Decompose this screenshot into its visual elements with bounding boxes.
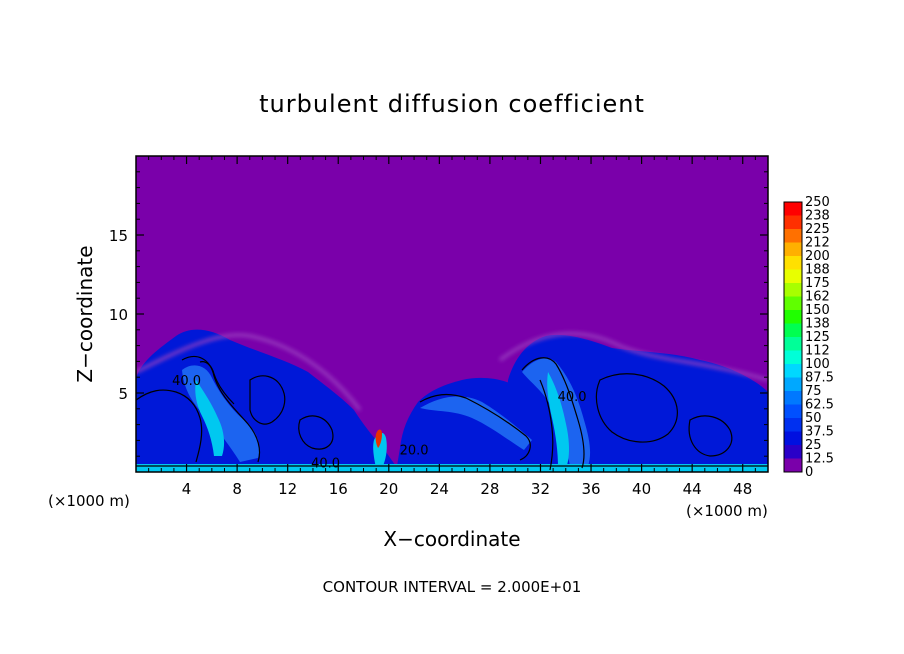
x-tick-label: 28 — [480, 480, 499, 498]
colorbar-swatch — [784, 283, 802, 297]
colorbar-level-label: 225 — [805, 222, 830, 237]
colorbar-swatch — [784, 364, 802, 378]
x-tick-label: 24 — [430, 480, 449, 498]
colorbar-swatch — [784, 256, 802, 270]
contour-label: 40.0 — [172, 374, 201, 389]
x-tick-label: 36 — [581, 480, 600, 498]
colorbar-swatch — [784, 229, 802, 243]
contour-line — [199, 361, 235, 405]
contour-line — [595, 373, 678, 443]
contour-lines — [136, 355, 768, 471]
colorbar-swatch — [784, 445, 802, 459]
contour-line — [539, 379, 554, 471]
turbulence-field — [136, 329, 768, 472]
colorbar-swatch — [784, 296, 802, 310]
turbulent-region-center — [396, 377, 512, 472]
colorbar-frame — [783, 201, 803, 473]
colorbar-level-label: 50 — [805, 411, 822, 426]
colorbar: 012.52537.55062.57587.510011212513815016… — [783, 195, 834, 480]
colorbar-swatch — [784, 418, 802, 432]
colorbar-swatch — [784, 350, 802, 364]
colorbar-level-label: 175 — [805, 276, 830, 291]
chart-title: turbulent diffusion coefficient — [259, 90, 645, 118]
colorbar-level-label: 125 — [805, 330, 830, 345]
colorbar-level-label: 0 — [805, 465, 813, 480]
contour-line — [688, 415, 733, 457]
colorbar-swatch — [784, 431, 802, 445]
colorbar-swatch — [784, 391, 802, 405]
colorbar-level-label: 87.5 — [805, 371, 834, 386]
colorbar-level-label: 212 — [805, 236, 830, 251]
x-tick-label: 48 — [733, 480, 752, 498]
y-axis: 5 10 15 — [109, 171, 768, 457]
x-tick-label: 32 — [531, 480, 550, 498]
colorbar-swatch — [784, 215, 802, 229]
x-tick-label: 40 — [632, 480, 651, 498]
colorbar-level-label: 100 — [805, 357, 830, 372]
x-tick-label: 16 — [329, 480, 348, 498]
y-tick-label: 15 — [109, 227, 128, 245]
x-axis-label: X−coordinate — [383, 527, 520, 551]
x-axis: 4 8 12 16 20 24 28 32 36 40 44 48 — [148, 156, 756, 498]
bright-arch-right — [420, 396, 532, 450]
x-tick-label: 20 — [379, 480, 398, 498]
colorbar-level-label: 138 — [805, 317, 830, 332]
colorbar-swatch — [784, 377, 802, 391]
x-axis-unit-left: (×1000 m) — [48, 492, 130, 510]
y-tick-label: 10 — [109, 306, 128, 324]
contour-label: 40.0 — [311, 456, 340, 471]
contour-labels: 40.0 40.0 20.0 40.0 — [172, 374, 586, 471]
hot-spot — [375, 429, 382, 448]
plot-area: 40.0 40.0 20.0 40.0 — [135, 155, 769, 473]
purple-wave-top — [136, 332, 768, 411]
colorbar-level-label: 37.5 — [805, 425, 834, 440]
x-tick-label: 44 — [683, 480, 702, 498]
colorbar-swatch — [784, 242, 802, 256]
colorbar-level-label: 150 — [805, 303, 830, 318]
y-axis-label: Z−coordinate — [73, 245, 97, 382]
x-tick-label: 8 — [232, 480, 242, 498]
x-axis-unit-right: (×1000 m) — [686, 502, 768, 520]
colorbar-swatch — [784, 269, 802, 283]
colorbar-swatch — [784, 404, 802, 418]
colorbar-swatch — [784, 310, 802, 324]
x-tick-label: 4 — [182, 480, 192, 498]
contour-label: 40.0 — [558, 390, 587, 405]
colorbar-swatch — [784, 202, 802, 216]
colorbar-level-label: 25 — [805, 438, 822, 453]
colorbar-level-label: 162 — [805, 290, 830, 305]
colorbar-level-label: 200 — [805, 249, 830, 264]
colorbar-swatch — [784, 458, 802, 472]
contour-label: 20.0 — [400, 444, 429, 459]
colorbar-level-label: 188 — [805, 263, 830, 278]
contour-line — [136, 389, 203, 463]
y-tick-label: 5 — [118, 385, 128, 403]
colorbar-level-label: 62.5 — [805, 398, 834, 413]
colorbar-level-label: 75 — [805, 384, 822, 399]
colorbar-level-label: 112 — [805, 344, 830, 359]
colorbar-swatch — [784, 337, 802, 351]
x-tick-label: 12 — [278, 480, 297, 498]
contour-line — [419, 393, 531, 461]
colorbar-level-label: 250 — [805, 195, 830, 210]
contour-interval-note: CONTOUR INTERVAL = 2.000E+01 — [323, 578, 582, 596]
colorbar-level-label: 12.5 — [805, 452, 834, 467]
turbulent-region-left — [136, 329, 400, 472]
colorbar-level-label: 238 — [805, 209, 830, 224]
colorbar-swatch — [784, 323, 802, 337]
cyan-streak-left — [195, 380, 225, 456]
contour-line — [521, 357, 585, 469]
contour-line — [181, 355, 261, 463]
contour-line — [298, 415, 334, 450]
cyan-streak-right — [547, 372, 569, 468]
contour-line — [249, 375, 286, 425]
